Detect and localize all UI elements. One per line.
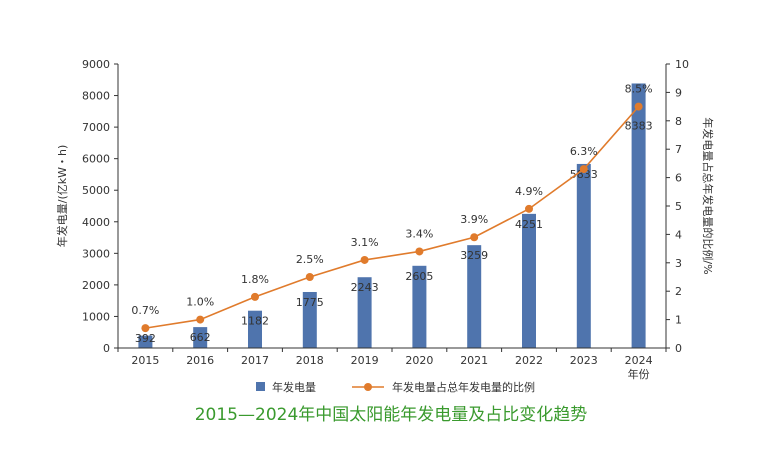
bar-2016 bbox=[193, 327, 208, 348]
ratio-label-2015: 0.7% bbox=[131, 304, 159, 317]
bar-label-group: 392 662 1182 1775 2243 2605 3259 4251 5833 8383 bbox=[135, 119, 653, 345]
y-left-tick-label: 1000 bbox=[82, 310, 110, 323]
y-right-tick-label: 6 bbox=[675, 172, 682, 185]
ratio-point-2022 bbox=[525, 204, 533, 213]
ratio-point-2021 bbox=[470, 233, 479, 242]
y-right-tick-label: 7 bbox=[675, 143, 682, 156]
legend-label-line: 年发电量占总年发电量的比例 bbox=[392, 380, 535, 394]
y-axis-left-title: 年发电量/(亿kW・h) bbox=[55, 145, 69, 248]
y-left-tick-label: 2000 bbox=[82, 279, 110, 292]
y-left-tick-label: 3000 bbox=[82, 247, 110, 260]
ratio-label-2021: 3.9% bbox=[460, 213, 488, 226]
bar-2020 bbox=[412, 265, 427, 348]
bar-value-label-2016: 662 bbox=[190, 331, 211, 344]
bar-2024 bbox=[631, 83, 646, 348]
y-left-tick-label: 6000 bbox=[82, 153, 110, 166]
ratio-line bbox=[145, 106, 640, 329]
y-right-tick-label: 1 bbox=[675, 314, 682, 327]
ratio-point-2015 bbox=[141, 324, 150, 333]
bar-value-label-2018: 1775 bbox=[296, 296, 324, 309]
y-right-tick-label: 10 bbox=[675, 58, 689, 71]
x-tick-label-2018: 2018 bbox=[296, 354, 324, 367]
ratio-point-2023 bbox=[579, 165, 588, 174]
bar-2019 bbox=[357, 277, 372, 348]
bar-2017 bbox=[248, 310, 262, 348]
ratio-point-2017 bbox=[251, 292, 259, 301]
x-axis-sublabel: 年份 bbox=[628, 367, 650, 381]
ratio-point-2019 bbox=[360, 255, 369, 264]
legend-swatch-bar bbox=[256, 382, 265, 391]
bar-series bbox=[138, 83, 646, 348]
y-left-tick-label: 8000 bbox=[82, 90, 110, 103]
x-tick-label-2016: 2016 bbox=[186, 354, 214, 367]
legend: 年发电量 年发电量占总年发电量的比例 bbox=[256, 380, 535, 394]
y-right-tick-label: 8 bbox=[675, 115, 682, 128]
x-tick-label-2023: 2023 bbox=[570, 354, 598, 367]
y-right-tick-label: 9 bbox=[675, 86, 682, 99]
bar-value-label-2021: 3259 bbox=[460, 249, 488, 262]
bar-value-label-2015: 392 bbox=[135, 332, 156, 345]
ratio-label-2024: 8.5% bbox=[625, 83, 653, 96]
x-tick-label-2021: 2021 bbox=[460, 354, 488, 367]
y-right-tick-label: 0 bbox=[675, 342, 682, 355]
y-left-tick-label: 5000 bbox=[82, 184, 110, 197]
bar-value-label-2022: 4251 bbox=[515, 218, 543, 231]
y-right-tick-label: 5 bbox=[675, 200, 682, 213]
bar-2022 bbox=[522, 213, 536, 348]
bar-2015 bbox=[138, 335, 153, 348]
bar-2021 bbox=[467, 245, 482, 348]
bar-value-label-2020: 2605 bbox=[405, 270, 433, 283]
x-tick-label-2020: 2020 bbox=[405, 354, 433, 367]
ratio-point-2024 bbox=[634, 102, 643, 111]
bar-value-label-2024: 8383 bbox=[625, 119, 653, 132]
bar-value-label-2019: 2243 bbox=[351, 281, 379, 294]
axes: 0 1000 2000 3000 4000 5000 6000 7000 8000 9000 0 1 2… bbox=[55, 58, 715, 381]
x-tick-label-2019: 2019 bbox=[351, 354, 379, 367]
bar-value-label-2017: 1182 bbox=[241, 315, 269, 328]
bar-2018 bbox=[302, 291, 317, 348]
x-tick-label-2017: 2017 bbox=[241, 354, 269, 367]
ratio-point-2020 bbox=[415, 247, 424, 256]
ratio-point-2018 bbox=[305, 273, 314, 281]
y-right-tick-label: 3 bbox=[675, 257, 682, 270]
ratio-label-2022: 4.9% bbox=[515, 185, 543, 198]
ratio-label-2023: 6.3% bbox=[570, 145, 598, 158]
y-axis-right-title: 年发电量占总年发电量的比例/% bbox=[701, 117, 715, 274]
y-right-tick-label: 4 bbox=[675, 228, 682, 241]
chart-caption: 2015—2024年中国太阳能年发电量及占比变化趋势 bbox=[194, 405, 588, 425]
ratio-label-2020: 3.4% bbox=[405, 227, 433, 240]
ratio-label-2018: 2.5% bbox=[296, 253, 324, 266]
y-left-tick-label: 4000 bbox=[82, 216, 110, 229]
legend-label-bar: 年发电量 bbox=[272, 380, 316, 394]
legend-swatch-marker bbox=[364, 383, 372, 391]
ratio-label-2019: 3.1% bbox=[351, 236, 379, 249]
bar-value-label-2023: 5833 bbox=[570, 168, 598, 181]
ratio-label-2016: 1.0% bbox=[186, 296, 214, 309]
y-left-tick-label: 0 bbox=[103, 342, 110, 355]
ratio-label-2017: 1.8% bbox=[241, 273, 269, 286]
x-tick-label-2024: 2024 bbox=[625, 354, 653, 367]
bar-2023 bbox=[576, 163, 591, 348]
x-tick-label-2022: 2022 bbox=[515, 354, 543, 367]
x-tick-label-2015: 2015 bbox=[131, 354, 159, 367]
y-left-tick-label: 9000 bbox=[82, 58, 110, 71]
y-left-tick-label: 7000 bbox=[82, 121, 110, 134]
line-series: 0.7% 1.0% 1.8% 2.5% 3.1% 3.4% 3.9% 4.9% 6.3% 8.5% bbox=[131, 83, 653, 333]
ratio-point-2016 bbox=[196, 315, 205, 324]
y-right-tick-label: 2 bbox=[675, 285, 682, 298]
